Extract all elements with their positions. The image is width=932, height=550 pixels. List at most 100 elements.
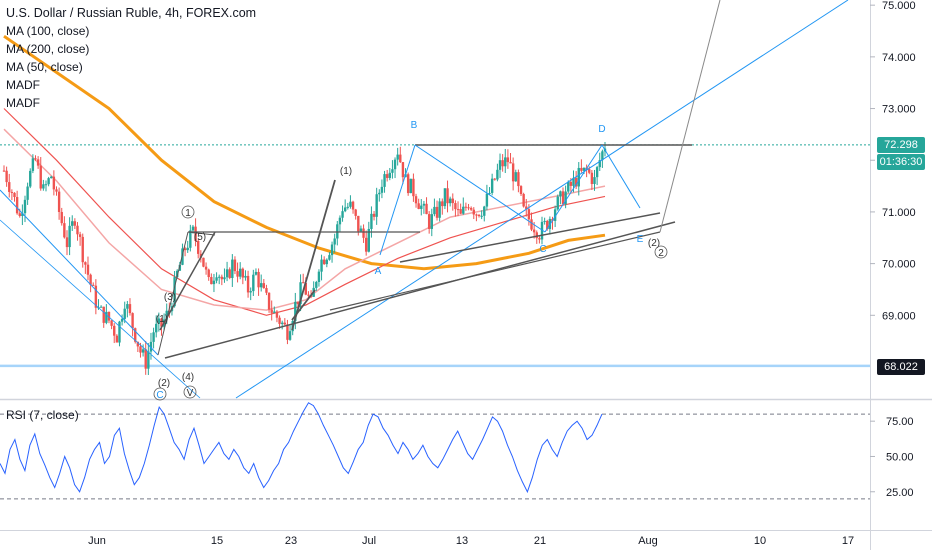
candle-body	[582, 167, 586, 171]
rsi-tick-label: 25.00	[886, 487, 914, 499]
candle-body	[580, 167, 583, 171]
candle-body	[55, 189, 58, 192]
candle-body	[388, 172, 391, 178]
annotation-label: (2)	[648, 238, 660, 249]
indicator-ma100[interactable]: MA (100, close)	[6, 24, 90, 38]
candle-body	[349, 201, 352, 207]
candle-body	[343, 207, 347, 212]
candle-body	[357, 215, 360, 232]
candle-body	[598, 160, 601, 168]
annotation-label: E	[637, 234, 644, 245]
indicator-ma200[interactable]: MA (200, close)	[6, 42, 90, 56]
annotation-label: D	[598, 124, 605, 135]
annotation-labels: B D A C E (1) (5) (3) (1) (2) (4) (2) 1 2 C V	[153, 120, 668, 401]
candle-body	[246, 275, 250, 293]
annotation-label: B	[411, 120, 418, 131]
rsi-line	[0, 402, 603, 494]
candle-body	[197, 240, 200, 254]
x-tick-label: 23	[285, 535, 297, 547]
candle-body	[2, 170, 6, 172]
candle-body	[36, 159, 40, 166]
candle-body	[136, 341, 140, 347]
chart-title: U.S. Dollar / Russian Ruble, 4h, FOREX.c…	[6, 6, 257, 20]
candle-body	[325, 259, 329, 265]
candle-body	[89, 274, 92, 285]
annotation-circle	[183, 385, 197, 399]
candle-body	[233, 259, 237, 272]
trend-line	[414, 144, 546, 233]
candle-body	[8, 182, 11, 192]
trend-line	[291, 179, 336, 331]
candle-body	[212, 280, 216, 285]
y-tick-label: 73.000	[882, 104, 916, 116]
ma-series-1	[3, 34, 606, 271]
candle-body	[506, 157, 510, 163]
candle-body	[286, 324, 289, 340]
candle-body	[322, 259, 326, 265]
indicator-madf-1[interactable]: MADF	[6, 78, 40, 92]
candle-body	[430, 214, 433, 229]
annotation-circle	[153, 387, 167, 401]
trend-line	[291, 289, 316, 321]
candle-body	[259, 283, 263, 288]
candle-body	[454, 203, 457, 210]
candle-body	[561, 191, 565, 205]
candle-body	[102, 306, 105, 323]
trend-line	[379, 144, 416, 256]
candle-body	[278, 317, 281, 324]
candle-body	[254, 271, 258, 275]
candle-body	[249, 291, 252, 293]
candle-body	[451, 198, 454, 204]
candle-body	[401, 162, 405, 178]
candle-body	[601, 151, 604, 161]
indicator-ma50[interactable]: MA (50, close)	[6, 60, 83, 74]
candles	[2, 142, 607, 375]
candle-body	[120, 318, 124, 322]
level-badge: 68.022	[877, 359, 925, 375]
candle-body	[157, 318, 161, 324]
candle-body	[210, 277, 213, 285]
ma-series-3	[3, 128, 606, 311]
candle-body	[354, 209, 357, 216]
candle-body	[252, 274, 255, 292]
y-tick-label: 70.000	[882, 259, 916, 271]
candle-body	[139, 346, 142, 353]
trend-line	[187, 231, 216, 236]
candle-body	[462, 206, 465, 214]
candle-body	[483, 206, 486, 216]
candle-body	[236, 271, 239, 277]
candle-body	[152, 332, 155, 342]
trend-line	[601, 144, 641, 209]
candle-body	[71, 221, 74, 226]
candle-body	[296, 301, 300, 305]
candle-body	[39, 165, 42, 189]
candle-body	[504, 157, 507, 167]
rsi-label[interactable]: RSI (7, close)	[6, 408, 79, 422]
candle-body	[567, 181, 570, 192]
last-price-badge: 72.298	[877, 137, 925, 153]
trend-line	[157, 231, 189, 356]
candle-body	[370, 213, 373, 229]
candle-body	[517, 172, 520, 187]
candle-body	[535, 232, 538, 239]
countdown-badge: 01:36:30	[877, 154, 925, 170]
candle-body	[509, 162, 512, 164]
candle-body	[239, 268, 242, 277]
y-tick-label: 74.000	[882, 52, 916, 64]
candle-body	[86, 264, 90, 275]
trend-line	[399, 212, 661, 263]
candle-body	[420, 205, 423, 209]
y-tick-label: 69.000	[882, 310, 916, 322]
candle-body	[435, 206, 439, 218]
candle-body	[26, 186, 29, 200]
indicator-madf-2[interactable]: MADF	[6, 96, 40, 110]
annotation-label: (5)	[194, 232, 206, 243]
candle-body	[65, 237, 69, 248]
candle-body	[94, 285, 98, 308]
candle-body	[406, 174, 410, 194]
candle-body	[593, 177, 596, 184]
drawings	[0, 0, 849, 399]
candle-body	[178, 264, 182, 271]
candle-body	[530, 219, 533, 230]
